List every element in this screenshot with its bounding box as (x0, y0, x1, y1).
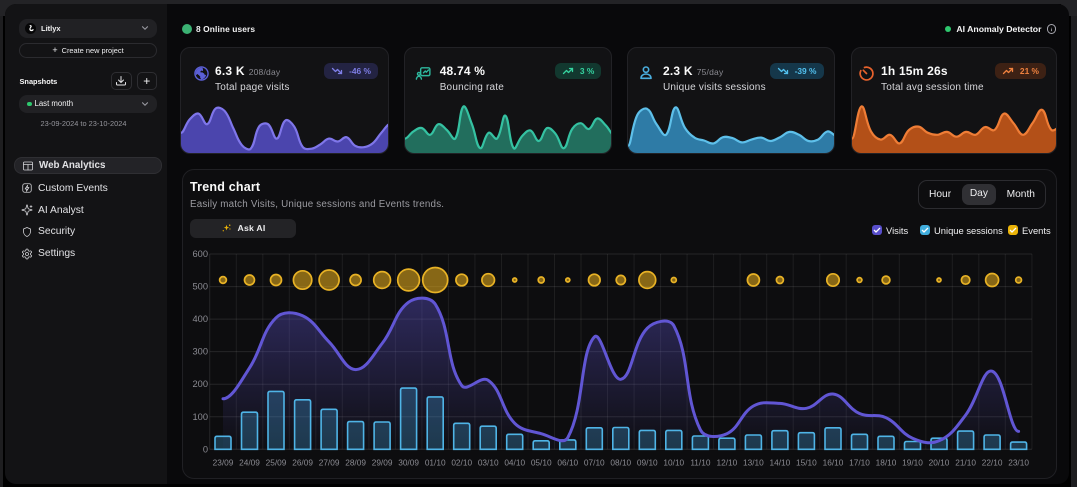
svg-text:200: 200 (192, 379, 208, 389)
svg-text:300: 300 (192, 347, 208, 357)
svg-text:01/10: 01/10 (425, 458, 446, 468)
svg-text:23/10: 23/10 (1008, 458, 1029, 468)
svg-text:28/09: 28/09 (345, 458, 366, 468)
svg-text:16/10: 16/10 (823, 458, 844, 468)
svg-text:24/09: 24/09 (239, 458, 260, 468)
svg-text:26/09: 26/09 (292, 458, 313, 468)
svg-text:18/10: 18/10 (876, 458, 897, 468)
svg-text:05/10: 05/10 (531, 458, 552, 468)
svg-text:0: 0 (203, 444, 208, 454)
svg-text:23/09: 23/09 (213, 458, 234, 468)
svg-text:27/09: 27/09 (319, 458, 340, 468)
svg-text:12/10: 12/10 (717, 458, 738, 468)
svg-text:02/10: 02/10 (451, 458, 472, 468)
svg-text:100: 100 (192, 412, 208, 422)
svg-text:17/10: 17/10 (849, 458, 870, 468)
svg-text:03/10: 03/10 (478, 458, 499, 468)
svg-text:22/10: 22/10 (982, 458, 1003, 468)
svg-text:13/10: 13/10 (743, 458, 764, 468)
svg-text:07/10: 07/10 (584, 458, 605, 468)
svg-text:19/10: 19/10 (902, 458, 923, 468)
svg-text:25/09: 25/09 (266, 458, 287, 468)
svg-text:09/10: 09/10 (637, 458, 658, 468)
svg-text:10/10: 10/10 (663, 458, 684, 468)
svg-text:15/10: 15/10 (796, 458, 817, 468)
svg-text:08/10: 08/10 (610, 458, 631, 468)
svg-text:600: 600 (192, 249, 208, 259)
svg-text:14/10: 14/10 (770, 458, 791, 468)
svg-text:21/10: 21/10 (955, 458, 976, 468)
svg-text:400: 400 (192, 314, 208, 324)
svg-text:30/09: 30/09 (398, 458, 419, 468)
svg-text:500: 500 (192, 282, 208, 292)
svg-text:06/10: 06/10 (557, 458, 578, 468)
svg-text:04/10: 04/10 (504, 458, 525, 468)
svg-text:29/09: 29/09 (372, 458, 393, 468)
svg-text:20/10: 20/10 (929, 458, 950, 468)
svg-text:11/10: 11/10 (690, 458, 711, 468)
